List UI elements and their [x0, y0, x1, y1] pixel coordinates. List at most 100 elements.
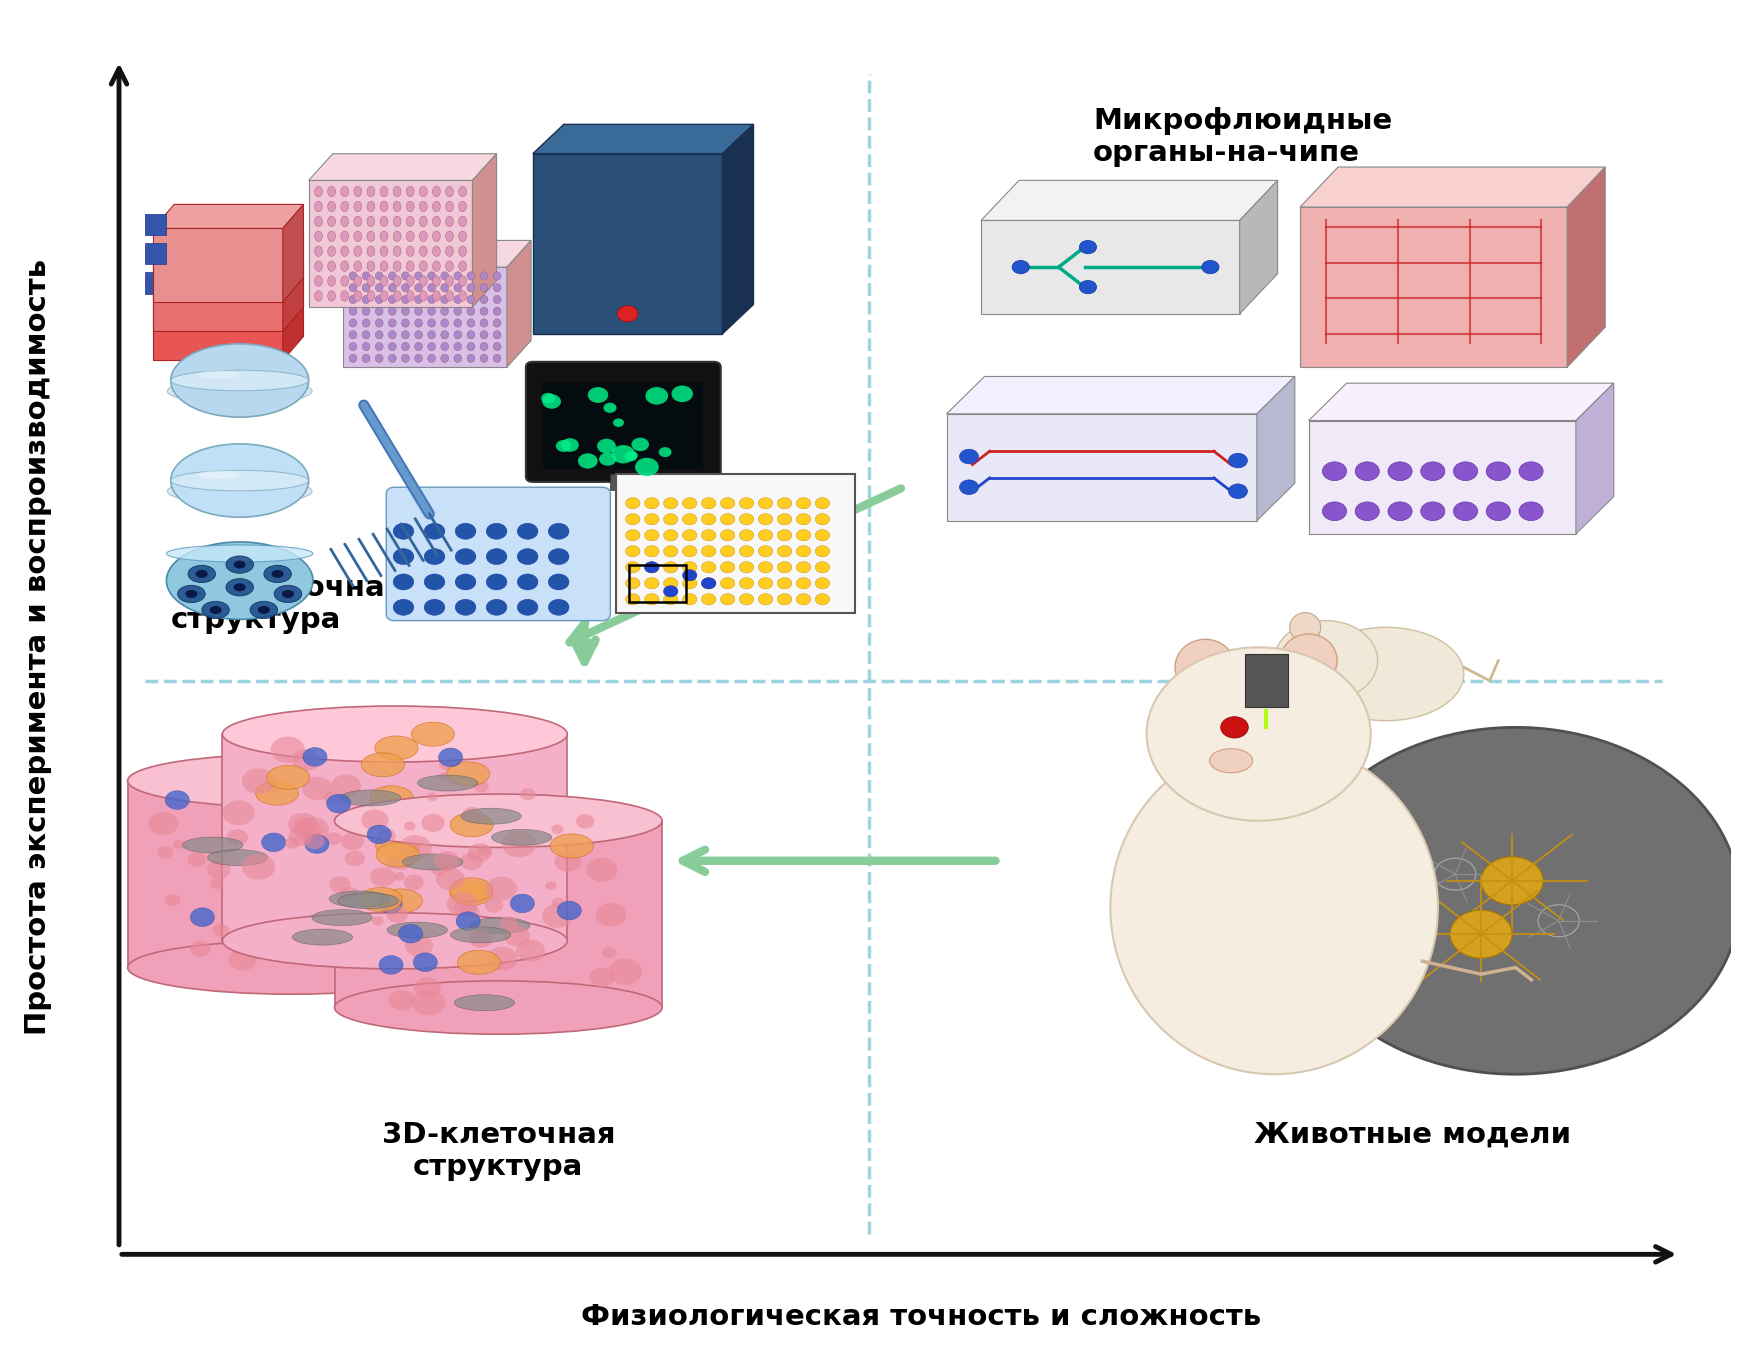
- Ellipse shape: [355, 276, 362, 286]
- Ellipse shape: [355, 231, 362, 241]
- Ellipse shape: [226, 555, 254, 573]
- Ellipse shape: [375, 295, 382, 303]
- Ellipse shape: [401, 342, 410, 350]
- Circle shape: [148, 811, 179, 834]
- Circle shape: [702, 530, 716, 541]
- Circle shape: [302, 748, 327, 766]
- Ellipse shape: [388, 319, 396, 328]
- Ellipse shape: [441, 330, 448, 338]
- Ellipse shape: [459, 201, 466, 212]
- Circle shape: [412, 989, 445, 1015]
- Ellipse shape: [328, 231, 335, 241]
- Ellipse shape: [233, 561, 245, 569]
- Ellipse shape: [315, 216, 323, 226]
- Ellipse shape: [454, 307, 462, 315]
- Circle shape: [191, 907, 214, 926]
- Circle shape: [614, 418, 624, 427]
- Ellipse shape: [494, 272, 501, 280]
- Circle shape: [758, 562, 773, 573]
- Bar: [610, 474, 631, 489]
- Ellipse shape: [461, 809, 521, 824]
- Circle shape: [664, 530, 678, 541]
- Ellipse shape: [355, 216, 362, 226]
- Ellipse shape: [459, 186, 466, 197]
- Circle shape: [447, 892, 478, 917]
- Ellipse shape: [388, 922, 447, 938]
- Ellipse shape: [264, 565, 292, 582]
- Ellipse shape: [441, 319, 448, 328]
- Ellipse shape: [494, 307, 501, 315]
- Circle shape: [379, 895, 401, 914]
- Circle shape: [398, 836, 431, 861]
- Ellipse shape: [328, 201, 335, 212]
- Ellipse shape: [375, 736, 419, 760]
- Circle shape: [516, 940, 546, 962]
- Circle shape: [511, 894, 535, 913]
- Polygon shape: [153, 233, 304, 257]
- Circle shape: [292, 749, 320, 771]
- Circle shape: [626, 530, 640, 541]
- Ellipse shape: [468, 342, 474, 350]
- Circle shape: [720, 562, 735, 573]
- Circle shape: [1420, 501, 1444, 520]
- Circle shape: [372, 917, 384, 926]
- Ellipse shape: [388, 307, 396, 315]
- Polygon shape: [283, 233, 304, 332]
- Polygon shape: [980, 221, 1239, 314]
- Ellipse shape: [393, 291, 401, 301]
- Circle shape: [624, 452, 638, 461]
- Ellipse shape: [433, 245, 440, 256]
- Ellipse shape: [480, 319, 488, 328]
- Ellipse shape: [419, 262, 428, 271]
- Circle shape: [758, 497, 773, 508]
- Ellipse shape: [127, 941, 455, 995]
- Circle shape: [664, 585, 678, 597]
- Ellipse shape: [349, 319, 356, 328]
- Polygon shape: [153, 205, 304, 228]
- Ellipse shape: [480, 272, 488, 280]
- Circle shape: [405, 934, 433, 957]
- Ellipse shape: [407, 186, 414, 197]
- Bar: [544, 381, 704, 469]
- Circle shape: [664, 514, 678, 524]
- Ellipse shape: [419, 186, 428, 197]
- Circle shape: [165, 791, 189, 809]
- Circle shape: [758, 530, 773, 541]
- Text: Физиологическая точность и сложность: Физиологическая точность и сложность: [580, 1304, 1260, 1330]
- Circle shape: [626, 546, 640, 557]
- Ellipse shape: [275, 585, 302, 603]
- Circle shape: [664, 562, 678, 573]
- Ellipse shape: [167, 379, 313, 404]
- Ellipse shape: [428, 272, 436, 280]
- Circle shape: [504, 926, 530, 946]
- Ellipse shape: [468, 307, 474, 315]
- Ellipse shape: [459, 276, 466, 286]
- Circle shape: [455, 600, 476, 615]
- Circle shape: [612, 445, 634, 464]
- Ellipse shape: [349, 272, 356, 280]
- Circle shape: [796, 546, 810, 557]
- Circle shape: [518, 574, 539, 590]
- Ellipse shape: [349, 295, 356, 303]
- Ellipse shape: [468, 319, 474, 328]
- Circle shape: [1519, 462, 1543, 480]
- Bar: [144, 272, 165, 294]
- Ellipse shape: [375, 307, 382, 315]
- Circle shape: [262, 833, 285, 852]
- Circle shape: [683, 562, 697, 573]
- Ellipse shape: [306, 933, 348, 957]
- Circle shape: [469, 929, 494, 948]
- Ellipse shape: [271, 570, 283, 578]
- Circle shape: [367, 825, 391, 844]
- Ellipse shape: [388, 355, 396, 363]
- Circle shape: [1453, 501, 1477, 520]
- Circle shape: [720, 530, 735, 541]
- Ellipse shape: [257, 607, 269, 613]
- Circle shape: [683, 497, 697, 508]
- Ellipse shape: [381, 186, 388, 197]
- Circle shape: [407, 919, 426, 934]
- Ellipse shape: [315, 276, 323, 286]
- Circle shape: [440, 760, 452, 771]
- Ellipse shape: [328, 291, 335, 301]
- Circle shape: [683, 593, 697, 605]
